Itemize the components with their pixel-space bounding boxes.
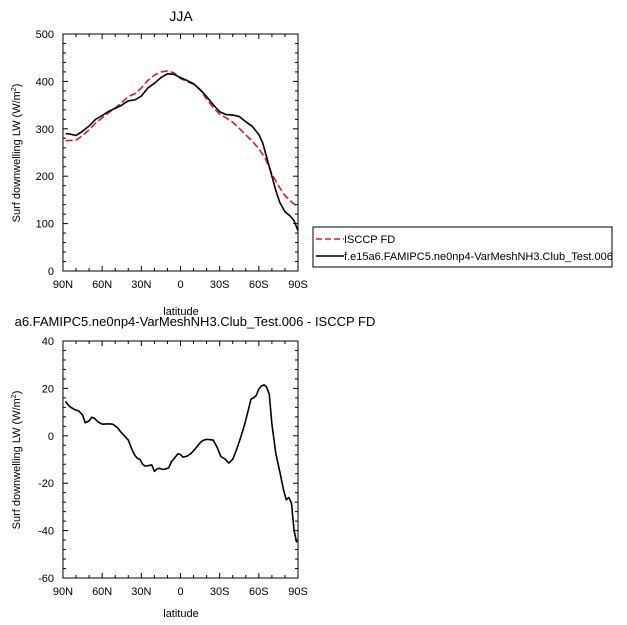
bottom-panel-x-tick-label: 0 xyxy=(177,586,183,598)
top-panel-x-tick-label: 0 xyxy=(177,279,183,291)
top-panel-x-tick-label: 60S xyxy=(249,279,269,291)
top-panel-x-tick-label: 90N xyxy=(53,279,73,291)
legend-box xyxy=(312,226,613,268)
top-panel-y-axis-label: Surf downwelling LW (W/m2) xyxy=(11,84,23,223)
bottom-panel-y-tick-label: -40 xyxy=(38,526,54,538)
bottom-panel-y-tick-label: 40 xyxy=(42,336,54,348)
top-panel-y-tick-label: 500 xyxy=(36,29,54,41)
bottom-panel-y-tick-label: 20 xyxy=(42,383,54,395)
bottom-panel-y-axis-label-main: Surf downwelling LW (W/m xyxy=(11,398,23,529)
bottom-panel-x-tick-label: 30N xyxy=(131,586,151,598)
top-panel-x-tick-label: 60N xyxy=(92,279,112,291)
legend-label-model: f.e15a6.FAMIPC5.ne0np4-VarMeshNH3.Club_T… xyxy=(344,251,613,263)
top-panel-plot-area: 90N 60N 30N 0 30S 60S 90S 0 100 200 300 400 500 xyxy=(36,29,308,291)
bottom-panel-x-tick-label: 60N xyxy=(92,586,112,598)
top-panel-series-line-1 xyxy=(65,73,299,232)
top-panel: JJA 90N 60N 30N 0 30S 60S 90S0100200300400500 … xyxy=(11,8,308,318)
legend: ISCCP FD f.e15a6.FAMIPC5.ne0np4-VarMeshN… xyxy=(312,226,613,268)
bottom-panel-x-tick-label: 90N xyxy=(53,586,73,598)
bottom-panel-title: a6.FAMIPC5.ne0np4-VarMeshNH3.Club_Test.0… xyxy=(15,314,376,329)
bottom-panel-y-tick-label: 0 xyxy=(48,431,54,443)
legend-label-isccp: ISCCP FD xyxy=(344,234,395,246)
bottom-panel-y-tick-label: -60 xyxy=(38,573,54,585)
top-panel-y-tick-label: 100 xyxy=(36,219,54,231)
top-panel-title: JJA xyxy=(169,8,193,24)
top-panel-y-tick-label: 200 xyxy=(36,171,54,183)
bottom-panel-x-tick-label: 60S xyxy=(249,586,269,598)
bottom-panel-y-axis-label: Surf downwelling LW (W/m2) xyxy=(11,391,23,530)
bottom-panel-x-axis-label: latitude xyxy=(163,608,198,620)
top-panel-series-line-0 xyxy=(65,70,299,209)
bottom-panel-x-tick-label: 30S xyxy=(210,586,230,598)
bottom-panel-x-tick-label: 90S xyxy=(288,586,308,598)
bottom-panel-y-tick-label: -20 xyxy=(38,478,54,490)
top-panel-y-axis-label-main: Surf downwelling LW (W/m xyxy=(11,91,23,222)
top-panel-y-axis-label-end: ) xyxy=(11,84,23,88)
top-panel-x-axis-label: latitude xyxy=(163,306,198,318)
top-panel-x-tick-label: 30S xyxy=(210,279,230,291)
bottom-panel-plot-area: 90N 60N 30N 0 30S 60S 90S -60 -40 -20 0 20 40 xyxy=(38,336,308,598)
bottom-panel: a6.FAMIPC5.ne0np4-VarMeshNH3.Club_Test.0… xyxy=(11,314,375,620)
top-panel-y-tick-label: 300 xyxy=(36,124,54,136)
bottom-panel-series-line-0 xyxy=(64,384,298,543)
top-panel-y-tick-label: 0 xyxy=(48,266,54,278)
bottom-panel-plot-frame xyxy=(62,340,299,579)
bottom-panel-y-axis-label-sup: 2 xyxy=(11,394,18,398)
top-panel-x-tick-label: 90S xyxy=(288,279,308,291)
top-panel-y-tick-label: 400 xyxy=(36,76,54,88)
top-panel-y-axis-label-sup: 2 xyxy=(11,87,18,91)
top-panel-x-tick-label: 30N xyxy=(131,279,151,291)
bottom-panel-y-axis-label-end: ) xyxy=(11,391,23,395)
top-panel-plot-frame xyxy=(62,33,299,272)
